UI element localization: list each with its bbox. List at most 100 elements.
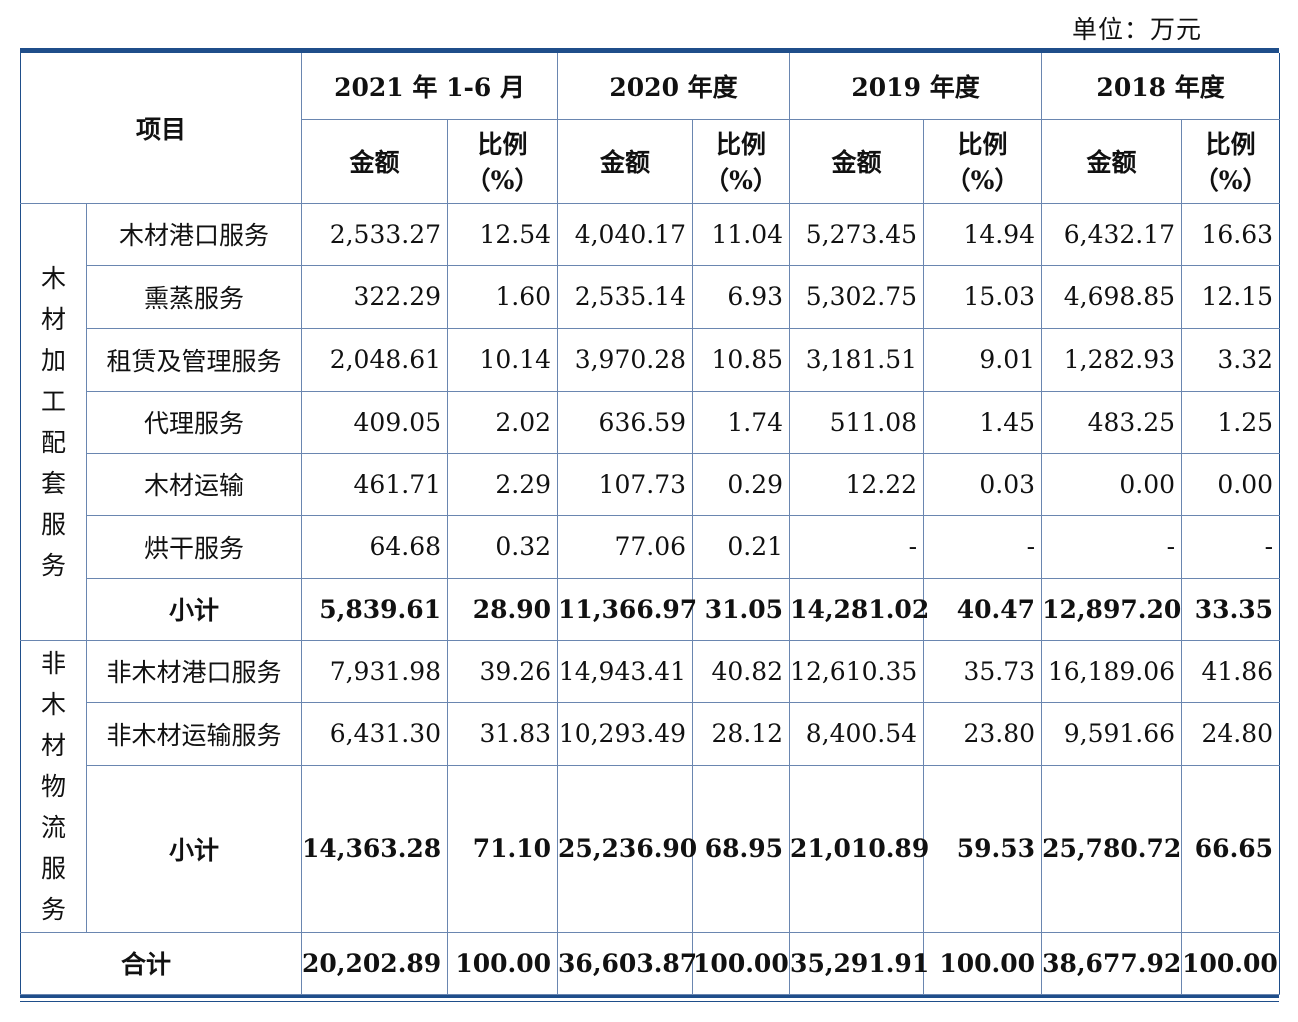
group-label-char: 套 bbox=[40, 468, 66, 498]
ratio-cell: 16.63 bbox=[1181, 203, 1281, 266]
ratio-cell: 6.93 bbox=[692, 264, 791, 329]
header-ratio: 比例 （%） bbox=[1181, 118, 1281, 204]
header-item: 项目 bbox=[19, 53, 303, 204]
ratio-cell: 100.00 bbox=[923, 931, 1043, 995]
amount-cell: 38,677.92 bbox=[1041, 931, 1183, 995]
subtotal-label: 小计 bbox=[85, 577, 303, 641]
ratio-cell: 11.04 bbox=[692, 203, 791, 266]
ratio-cell: 24.80 bbox=[1181, 701, 1281, 766]
amount-cell: 2,533.27 bbox=[301, 203, 449, 266]
total-row: 合计 20,202.89 100.00 36,603.87 100.00 35,291.9… bbox=[19, 931, 1281, 995]
item-name: 非木材运输服务 bbox=[85, 701, 303, 766]
subtotal-label: 小计 bbox=[85, 764, 303, 933]
group-label-char: 务 bbox=[40, 550, 66, 580]
ratio-cell: 12.54 bbox=[447, 203, 559, 266]
amount-cell: 36,603.87 bbox=[557, 931, 697, 995]
ratio-cell: 28.90 bbox=[447, 577, 559, 641]
ratio-cell: 23.80 bbox=[923, 701, 1043, 766]
amount-cell: 0.00 bbox=[1041, 452, 1183, 516]
header-period: 2019 年度 bbox=[789, 53, 1043, 120]
ratio-cell: 31.83 bbox=[447, 701, 559, 766]
item-name: 烘干服务 bbox=[85, 514, 303, 579]
ratio-cell: 0.21 bbox=[692, 514, 791, 579]
ratio-cell: 2.29 bbox=[447, 452, 559, 516]
table-row: 烘干服务 64.68 0.32 77.06 0.21- - - - bbox=[21, 514, 1281, 579]
header-amount: 金额 bbox=[789, 118, 925, 204]
ratio-cell: 15.03 bbox=[923, 264, 1043, 329]
group-label-char: 务 bbox=[40, 894, 66, 924]
amount-cell: 483.25 bbox=[1041, 390, 1183, 454]
group-label-char: 木 bbox=[40, 263, 66, 293]
header-period: 2018 年度 bbox=[1041, 53, 1281, 120]
amount-cell: 10,293.49 bbox=[557, 701, 694, 766]
table-row: 租赁及管理服务 2,048.61 10.14 3,970.28 10.85 3,181.5… bbox=[21, 327, 1281, 392]
amount-cell: 12,897.20 bbox=[1041, 577, 1183, 641]
table-row: 木材加工配套服务木材港口服务 2,533.27 12.54 4,040.17 11.04… bbox=[20, 203, 1281, 641]
subtotal-row: 小计 14,363.28 71.10 25,236.90 68.95 21,010.89 5… bbox=[21, 764, 1281, 933]
ratio-cell: 35.73 bbox=[923, 639, 1043, 703]
amount-cell: 25,236.90 bbox=[557, 764, 697, 933]
item-name: 非木材港口服务 bbox=[85, 639, 303, 703]
amount-cell: 5,839.61 bbox=[301, 577, 449, 641]
amount-cell: 511.08 bbox=[789, 390, 925, 454]
header-amount: 金额 bbox=[301, 118, 449, 204]
amount-cell: 20,202.89 bbox=[301, 931, 449, 995]
item-name: 熏蒸服务 bbox=[85, 264, 303, 329]
ratio-cell: 100.00 bbox=[1181, 931, 1281, 995]
amount-cell: 12,610.35 bbox=[789, 639, 925, 703]
group-label: 非木材物流服务 bbox=[20, 639, 87, 933]
amount-cell: 4,698.85 bbox=[1041, 264, 1183, 329]
ratio-cell: 10.14 bbox=[447, 327, 559, 392]
group-label-char: 材 bbox=[40, 304, 66, 334]
item-name: 代理服务 bbox=[85, 390, 303, 454]
ratio-cell: 0.32 bbox=[447, 514, 559, 579]
ratio-cell: 40.82 bbox=[692, 639, 791, 703]
group-label-char: 非 bbox=[40, 648, 66, 678]
group-label-char: 流 bbox=[40, 812, 66, 842]
ratio-cell: 59.53 bbox=[923, 764, 1043, 933]
ratio-cell: 100.00 bbox=[447, 931, 559, 995]
amount-cell: 636.59 bbox=[557, 390, 694, 454]
amount-cell: - bbox=[789, 514, 925, 579]
amount-cell: 3,181.51 bbox=[789, 327, 925, 392]
ratio-cell: 0.00 bbox=[1181, 452, 1281, 516]
ratio-cell: 0.03 bbox=[923, 452, 1043, 516]
amount-cell: 11,366.97 bbox=[557, 577, 697, 641]
group-label-char: 木 bbox=[40, 689, 66, 719]
amount-cell: 3,970.28 bbox=[557, 327, 694, 392]
header-period: 2021 年 1-6 月 bbox=[301, 53, 559, 120]
amount-cell: 14,363.28 bbox=[301, 764, 449, 933]
item-name: 租赁及管理服务 bbox=[85, 327, 303, 392]
total-label: 合计 bbox=[19, 931, 303, 995]
ratio-cell: 10.85 bbox=[692, 327, 791, 392]
ratio-cell: 39.26 bbox=[447, 639, 559, 703]
amount-cell: 14,943.41 bbox=[557, 639, 694, 703]
header-amount: 金额 bbox=[557, 118, 694, 204]
group-label-char: 物 bbox=[40, 771, 66, 801]
table-row: 非木材运输服务 6,431.30 31.83 10,293.49 28.12 8,400.… bbox=[21, 701, 1281, 766]
table-top-rule bbox=[20, 48, 1279, 53]
header-ratio: 比例 （%） bbox=[692, 118, 791, 204]
item-name: 木材运输 bbox=[85, 452, 303, 516]
amount-cell: 4,040.17 bbox=[557, 203, 694, 266]
amount-cell: 322.29 bbox=[301, 264, 449, 329]
unit-label: 单位：万元 bbox=[1072, 15, 1203, 44]
amount-cell: 2,535.14 bbox=[557, 264, 694, 329]
amount-cell: - bbox=[1041, 514, 1183, 579]
amount-cell: 6,431.30 bbox=[301, 701, 449, 766]
amount-cell: 21,010.89 bbox=[789, 764, 929, 933]
table-row: 代理服务 409.05 2.02 636.59 1.74 511.08 1.45 483.25… bbox=[21, 390, 1281, 454]
group-label-char: 服 bbox=[40, 853, 66, 883]
amount-cell: 25,780.72 bbox=[1041, 764, 1183, 933]
group-label-char: 材 bbox=[40, 730, 66, 760]
amount-cell: 12.22 bbox=[789, 452, 925, 516]
ratio-cell: 14.94 bbox=[923, 203, 1043, 266]
table-bottom-rule-thin bbox=[20, 1001, 1279, 1002]
group-label-char: 加 bbox=[40, 345, 66, 375]
header-ratio: 比例 （%） bbox=[923, 118, 1043, 204]
amount-cell: 1,282.93 bbox=[1041, 327, 1183, 392]
amount-cell: 409.05 bbox=[301, 390, 449, 454]
amount-cell: 64.68 bbox=[301, 514, 449, 579]
ratio-cell: 2.02 bbox=[447, 390, 559, 454]
ratio-cell: 12.15 bbox=[1181, 264, 1281, 329]
